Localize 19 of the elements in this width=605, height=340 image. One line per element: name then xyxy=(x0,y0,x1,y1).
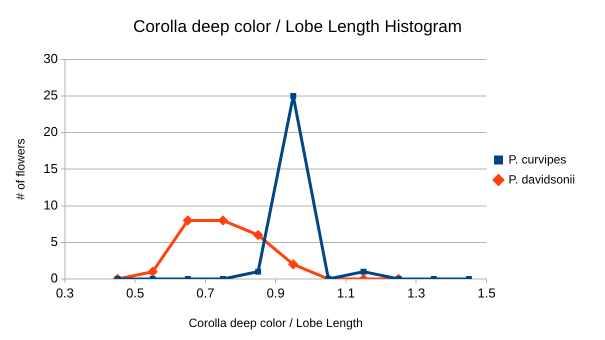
y-tick-label: 10 xyxy=(43,197,58,212)
y-tick-label: 15 xyxy=(43,160,58,176)
legend-label: P. davidsonii xyxy=(508,172,576,186)
y-tick-label: 30 xyxy=(43,50,58,66)
x-axis-title: Corolla deep color / Lobe Length xyxy=(188,316,363,330)
x-tick-label: 0.5 xyxy=(126,285,144,300)
x-tick-label: 0.7 xyxy=(196,285,214,300)
x-tick-label: 0.9 xyxy=(266,285,285,300)
y-axis-title: # of flowers xyxy=(14,138,28,200)
x-tick-label: 1.3 xyxy=(407,285,426,300)
legend-label: P. curvipes xyxy=(508,152,566,166)
x-tick-label: 1.5 xyxy=(477,285,496,300)
y-tick-label: 5 xyxy=(50,234,58,249)
y-tick-label: 0 xyxy=(50,270,58,286)
x-tick-label: 0.3 xyxy=(56,285,74,300)
x-tick-label: 1.1 xyxy=(336,285,355,300)
chart-title: Corolla deep color / Lobe Length Histogram xyxy=(133,16,462,36)
y-tick-label: 25 xyxy=(43,88,58,103)
y-tick-label: 20 xyxy=(43,124,58,140)
